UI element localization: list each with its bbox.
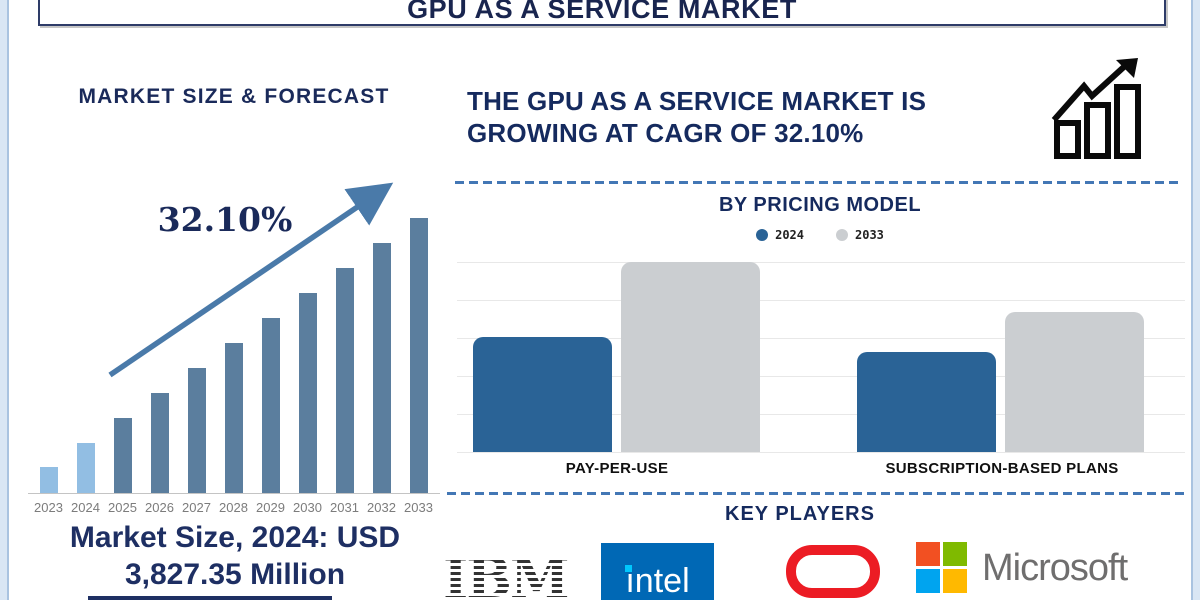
forecast-bar-2026 <box>150 393 169 493</box>
pricing-bar-2024-pay-per-use <box>473 337 612 452</box>
forecast-bar-2025 <box>113 418 132 493</box>
forecast-bar-slot <box>289 217 326 493</box>
category-label-pay-per-use: PAY-PER-USE <box>565 460 669 477</box>
forecast-bar-slot <box>363 217 400 493</box>
forecast-bar-2033 <box>409 218 428 493</box>
category-label-subscription: SUBSCRIPTION-BASED PLANS <box>885 460 1119 477</box>
dashed-divider-bottom <box>447 492 1185 495</box>
forecast-heading: MARKET SIZE & FORECAST <box>78 85 390 108</box>
intel-wordmark: ıntel <box>625 562 690 600</box>
market-size-line2: 3,827.35 Million <box>124 558 346 591</box>
pricing-gridline <box>457 338 1185 339</box>
page-title: GPU AS A SERVICE MARKET <box>407 0 797 24</box>
intel-i-dot <box>625 565 632 572</box>
pricing-gridline <box>457 376 1185 377</box>
oracle-logo <box>786 545 880 598</box>
pricing-gridline <box>457 452 1185 453</box>
year-label-2028: 2028 <box>219 500 248 515</box>
page-frame-left <box>0 0 9 600</box>
year-label-2025: 2025 <box>108 500 137 515</box>
legend-label-2024: 2024 <box>775 228 804 242</box>
intel-logo: ıntel <box>601 543 714 600</box>
forecast-bar-slot <box>104 217 141 493</box>
year-label-2026: 2026 <box>145 500 174 515</box>
dashed-divider-top <box>455 181 1183 184</box>
year-label-2027: 2027 <box>182 500 211 515</box>
forecast-x-labels: 2023 2024 2025 2026 2027 2028 2029 2030 2031 2032… <box>30 500 437 515</box>
forecast-x-axis <box>28 493 440 494</box>
year-label-2029: 2029 <box>256 500 285 515</box>
forecast-bar-slot <box>141 217 178 493</box>
pricing-bar-2033-subscription <box>1005 312 1144 452</box>
forecast-bar-2027 <box>187 368 206 493</box>
pricing-bar-chart <box>457 252 1185 453</box>
pricing-chart-title: BY PRICING MODEL <box>718 194 922 216</box>
cagr-headline-line1: THE GPU AS A SERVICE MARKET IS <box>467 86 927 116</box>
year-label-2030: 2030 <box>293 500 322 515</box>
ibm-logo: IBM <box>443 546 570 600</box>
microsoft-square-green <box>943 542 967 566</box>
key-players-heading: KEY PLAYERS <box>725 503 875 525</box>
pricing-bar-2024-subscription <box>857 352 996 452</box>
microsoft-square-yellow <box>943 569 967 593</box>
forecast-bar-2024 <box>76 443 95 493</box>
page-frame-right <box>1191 0 1200 600</box>
legend-item-2033: 2033 <box>836 228 884 242</box>
growth-arrowhead <box>1116 58 1138 78</box>
microsoft-square-blue <box>916 569 940 593</box>
legend-item-2024: 2024 <box>756 228 804 242</box>
forecast-bar-slot <box>215 217 252 493</box>
pricing-gridline <box>457 262 1185 263</box>
year-label-2032: 2032 <box>367 500 396 515</box>
title-bar: GPU AS A SERVICE MARKET <box>38 0 1166 26</box>
cagr-headline-line2: GROWING AT CAGR OF 32.10% <box>467 118 864 148</box>
forecast-bar-slot <box>67 217 104 493</box>
forecast-bar-2029 <box>261 318 280 493</box>
year-label-2023: 2023 <box>34 500 63 515</box>
forecast-bar-slot <box>178 217 215 493</box>
pricing-legend: 2024 2033 <box>455 228 1185 242</box>
growth-chart-icon <box>1051 58 1141 159</box>
pricing-gridline <box>457 414 1185 415</box>
forecast-bar-slot <box>30 217 67 493</box>
forecast-bar-2030 <box>298 293 317 493</box>
legend-dot-2033 <box>836 229 848 241</box>
forecast-bar-2023 <box>39 467 58 493</box>
market-size-underline <box>88 596 332 600</box>
forecast-bar-slot <box>326 217 363 493</box>
pricing-gridline <box>457 300 1185 301</box>
legend-dot-2024 <box>756 229 769 241</box>
market-size-line1: Market Size, 2024: USD <box>69 521 401 554</box>
cagr-headline: THE GPU AS A SERVICE MARKET IS GROWING A… <box>467 85 926 149</box>
microsoft-square-red <box>916 542 940 566</box>
forecast-bar-slot <box>252 217 289 493</box>
legend-label-2033: 2033 <box>855 228 884 242</box>
year-label-2031: 2031 <box>330 500 359 515</box>
pricing-bar-2033-pay-per-use <box>621 262 760 452</box>
forecast-bar-2032 <box>372 243 391 493</box>
forecast-bar-2028 <box>224 343 243 493</box>
year-label-2033: 2033 <box>404 500 433 515</box>
microsoft-logo-squares <box>916 542 967 593</box>
microsoft-wordmark: Microsoft <box>982 547 1128 589</box>
market-size-callout: Market Size, 2024: USD 3,827.35 Million <box>35 519 435 593</box>
forecast-bar-chart <box>30 217 437 493</box>
forecast-bar-slot <box>400 217 437 493</box>
year-label-2024: 2024 <box>71 500 100 515</box>
forecast-bar-2031 <box>335 268 354 493</box>
